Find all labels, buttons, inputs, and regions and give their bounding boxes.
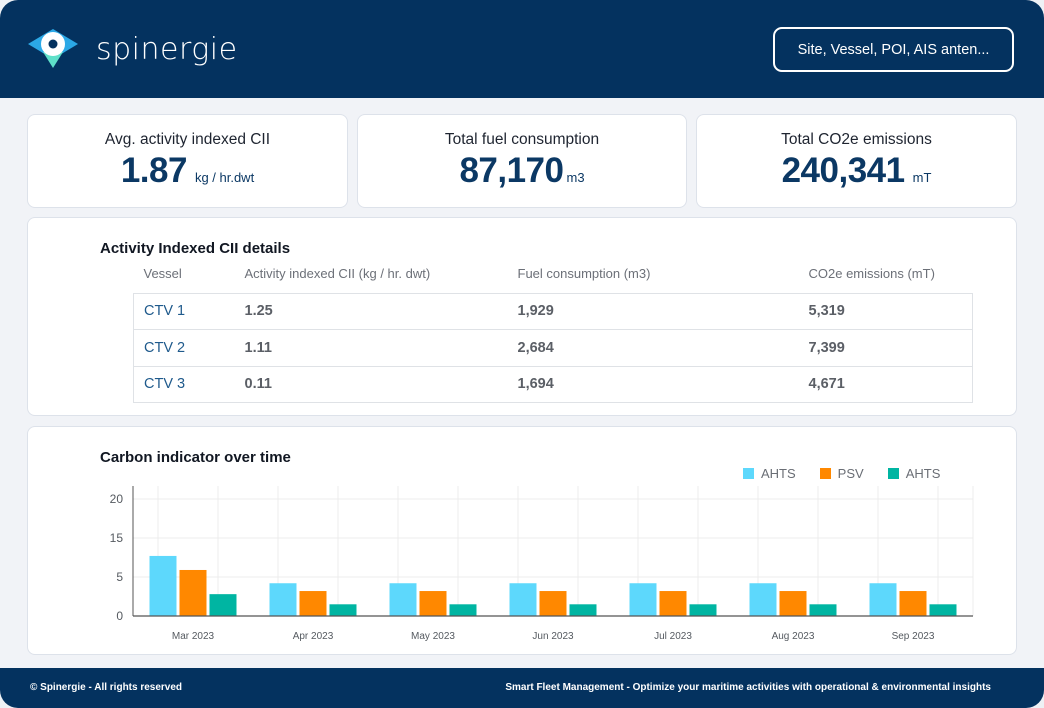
kpi-card-fuel: Total fuel consumption 87,170 m3 [357,114,687,208]
tagline-text: Smart Fleet Management - Optimize your m… [505,682,991,693]
brand-name: spinergie [96,31,238,67]
x-tick-label: May 2023 [411,631,455,642]
column-header: Activity indexed CII (kg / hr. dwt) [244,266,431,282]
fuel-cell: 1,929 [507,292,799,330]
bar [299,591,327,616]
legend-swatch [819,468,831,479]
bar [149,555,177,616]
bar [329,604,357,616]
legend-item[interactable]: AHTS [743,466,796,481]
column-header: Vessel [143,266,182,282]
cii-cell: 1.25 [234,292,508,330]
kpi-unit: kg / hr.dwt [194,170,255,185]
legend-label: AHTS [761,466,796,481]
bar [929,604,957,616]
legend-swatch [743,468,754,479]
legend-item[interactable]: PSV [819,466,864,481]
bar [389,583,417,616]
cii-details-card: Activity Indexed CII details Vessel Acti… [27,217,1017,416]
cii-table: Vessel Activity indexed CII (kg / hr. dw… [133,263,973,403]
kpi-label: Total CO2e emissions [781,131,932,148]
section-title: Activity Indexed CII details [100,240,291,257]
bar [419,591,447,616]
bar [629,583,657,616]
chart-legend: AHTS PSV AHTS [743,466,964,481]
fuel-cell: 2,684 [507,329,799,367]
kpi-value: 1.87 [120,151,188,190]
column-header: CO2e emissions (mT) [808,266,935,282]
vessel-link[interactable]: CTV 3 [133,365,235,403]
kpi-value: 87,170 [459,151,564,190]
header: spinergie Site, Vessel, POI, AIS anten..… [0,0,1044,98]
kpi-unit: mT [912,170,932,185]
y-tick-label: 15 [110,531,124,545]
co2-cell: 7,399 [798,329,973,367]
kpi-unit: m3 [566,170,585,185]
bar [209,594,237,616]
x-tick-label: Mar 2023 [172,631,215,642]
kpi-card-co2: Total CO2e emissions 240,341 mT [696,114,1017,208]
search-button[interactable]: Site, Vessel, POI, AIS anten... [773,27,1014,72]
legend-label: AHTS [905,466,941,481]
table-header-row: Vessel Activity indexed CII (kg / hr. dw… [134,263,973,293]
map-pin-eye-icon [28,29,78,68]
column-header: Fuel consumption (m3) [517,266,651,282]
co2-cell: 5,319 [798,292,973,330]
bar [179,569,207,616]
bar-chart: 0 5 15 20 Mar 2023 Apr 2023 May 2023 Jun 2023 Ju… [110,486,974,642]
kpi-label: Avg. activity indexed CII [104,131,271,148]
bar [509,583,537,616]
y-tick-label: 0 [116,609,123,623]
bar [749,583,777,616]
fuel-cell: 1,694 [507,365,799,403]
kpi-card-cii: Avg. activity indexed CII 1.87 kg / hr.d… [27,114,348,208]
bar [809,604,837,616]
cii-cell: 1.11 [234,329,508,367]
x-tick-label: Jun 2023 [532,631,574,642]
y-tick-label: 20 [110,492,124,506]
bar [869,583,897,616]
logo[interactable]: spinergie [28,28,238,70]
bar [539,591,567,616]
bar [779,591,807,616]
bar [569,604,597,616]
x-tick-label: Apr 2023 [293,631,334,642]
legend-swatch [887,468,899,479]
footer: © Spinergie - All rights reserved Smart … [0,668,1044,708]
bar [269,583,297,616]
bar [449,604,477,616]
bar [689,604,717,616]
vessel-link[interactable]: CTV 1 [133,292,235,330]
table-row: CTV 3 0.11 1,694 4,671 [133,365,973,403]
bar [659,591,687,616]
table-row: CTV 2 1.11 2,684 7,399 [133,329,973,367]
cii-cell: 0.11 [234,365,508,403]
x-tick-label: Sep 2023 [892,631,935,642]
x-tick-label: Aug 2023 [772,631,815,642]
vessel-link[interactable]: CTV 2 [133,329,235,367]
legend-item[interactable]: AHTS [887,466,941,481]
table-row: CTV 1 1.25 1,929 5,319 [133,292,973,330]
kpi-value: 240,341 [781,151,906,190]
y-tick-label: 5 [116,570,123,584]
copyright-text: © Spinergie - All rights reserved [30,682,183,693]
x-tick-label: Jul 2023 [654,631,692,642]
chart-title: Carbon indicator over time [100,449,291,466]
co2-cell: 4,671 [798,365,973,403]
bar [899,591,927,616]
legend-label: PSV [837,466,864,481]
carbon-chart-card: Carbon indicator over time AHTS PSV AHTS… [27,426,1017,655]
kpi-label: Total fuel consumption [444,131,600,148]
